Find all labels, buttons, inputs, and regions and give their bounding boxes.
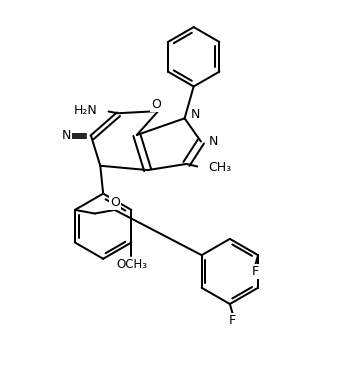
Text: N: N xyxy=(191,108,201,121)
Text: O: O xyxy=(151,98,161,111)
Text: N: N xyxy=(62,129,71,142)
Text: O: O xyxy=(110,196,120,209)
Text: OCH₃: OCH₃ xyxy=(116,258,147,271)
Text: N: N xyxy=(209,135,218,148)
Text: F: F xyxy=(252,265,259,278)
Text: CH₃: CH₃ xyxy=(208,161,231,174)
Text: F: F xyxy=(229,314,236,327)
Text: H₂N: H₂N xyxy=(74,104,98,117)
